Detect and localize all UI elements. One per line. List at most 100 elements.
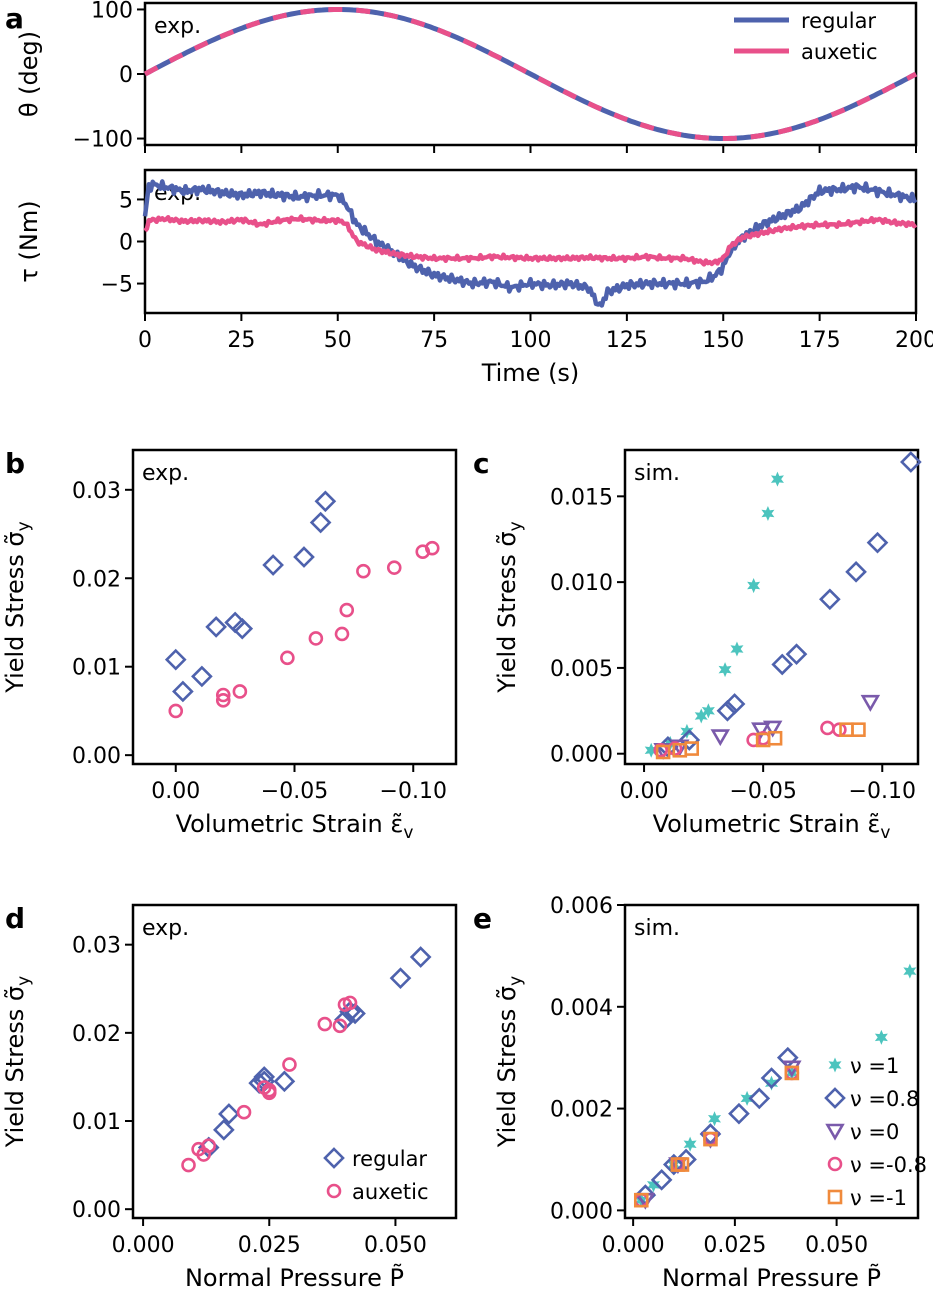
y-tick-label: 0.015 bbox=[550, 485, 613, 510]
y-tick-label: 0.00 bbox=[72, 744, 121, 769]
data-point bbox=[424, 540, 440, 556]
x-tick-label: 0.025 bbox=[238, 1233, 301, 1258]
legend-label: ν =0 bbox=[850, 1120, 899, 1144]
data-point bbox=[701, 703, 715, 719]
panel-tag: exp. bbox=[142, 916, 189, 941]
legend-label: auxetic bbox=[801, 40, 878, 64]
data-point bbox=[317, 1016, 333, 1032]
data-point bbox=[703, 1131, 718, 1147]
x-tick-label: −0.10 bbox=[380, 779, 447, 804]
data-point bbox=[762, 720, 783, 738]
x-tick-label: 75 bbox=[420, 328, 448, 353]
x-axis-label-main: Volumetric Strain ε̃ bbox=[653, 810, 881, 838]
x-axis-label: Volumetric Strain ε̃v bbox=[653, 810, 891, 843]
panel-tag: sim. bbox=[634, 461, 680, 486]
series-auxetic bbox=[181, 995, 358, 1173]
x-tick-label: 0.00 bbox=[151, 779, 200, 804]
y-axis-label-main: Yield Stress σ̃ bbox=[493, 531, 521, 693]
panel-b: 0.00 0.01 0.02 0.03 0.00 −0.05 −0.10 exp. Yield … bbox=[1, 448, 458, 843]
data-point bbox=[650, 1168, 673, 1191]
legend-marker bbox=[824, 1087, 846, 1109]
x-tick-label: 150 bbox=[702, 328, 744, 353]
legend-label: ν =-1 bbox=[850, 1186, 907, 1210]
x-tick-label: −0.10 bbox=[849, 779, 916, 804]
panel-letter-a: a bbox=[5, 2, 24, 35]
data-point bbox=[261, 1082, 277, 1098]
legend: ν =1 ν =0.8 ν =0 ν =-0.8 ν =-1 bbox=[824, 1054, 927, 1210]
data-point bbox=[730, 641, 744, 657]
data-point bbox=[655, 744, 671, 760]
x-tick-label: 0 bbox=[138, 328, 152, 353]
panel-letter-d: d bbox=[5, 902, 25, 935]
y-tick-label: 0.03 bbox=[72, 479, 121, 504]
y-tick-label: 0.004 bbox=[550, 996, 613, 1021]
data-point bbox=[409, 946, 432, 968]
legend: regular auxetic bbox=[323, 1147, 429, 1204]
data-point bbox=[339, 602, 355, 618]
panel-a-theta: 100 0 −100 exp. θ (deg) regular auxetic bbox=[15, 0, 918, 153]
y-tick-label: −5 bbox=[101, 273, 133, 298]
x-tick-label: 125 bbox=[606, 328, 648, 353]
x-axis-label-main: Normal Pressure P̃ bbox=[662, 1264, 881, 1289]
data-point bbox=[342, 995, 358, 1011]
y-axis-label: θ (deg) bbox=[15, 31, 43, 117]
y-axis-label: τ (Nm) bbox=[15, 200, 43, 282]
data-point bbox=[683, 1136, 697, 1152]
legend-marker bbox=[827, 1189, 843, 1205]
x-tick-label: 100 bbox=[510, 328, 552, 353]
legend-marker bbox=[825, 1123, 845, 1141]
data-point bbox=[282, 1057, 297, 1072]
y-axis-label: Yield Stress σ̃y bbox=[493, 976, 526, 1148]
x-tick-label: 0.000 bbox=[112, 1233, 175, 1258]
y-tick-label: −100 bbox=[73, 128, 133, 153]
axes-frame bbox=[623, 448, 920, 766]
y-tick-label: 0.000 bbox=[550, 743, 613, 768]
data-point bbox=[708, 1111, 722, 1127]
y-axis-label-main: Yield Stress σ̃ bbox=[493, 986, 521, 1148]
data-point bbox=[218, 1103, 240, 1125]
y-tick-label: 0.000 bbox=[550, 1199, 613, 1224]
data-point bbox=[181, 1157, 196, 1173]
data-point bbox=[767, 730, 783, 746]
data-point bbox=[334, 626, 350, 642]
x-axis-label-main: Normal Pressure P̃ bbox=[185, 1264, 404, 1289]
y-axis-label-sub: y bbox=[14, 521, 34, 531]
y-axis-label-main: Yield Stress σ̃ bbox=[1, 531, 29, 693]
data-point bbox=[332, 1018, 348, 1034]
data-point bbox=[215, 693, 231, 708]
data-point bbox=[874, 1029, 888, 1045]
y-tick-label: 0.01 bbox=[72, 656, 121, 681]
data-point bbox=[386, 560, 402, 575]
data-point bbox=[746, 732, 761, 748]
panel-tag: exp. bbox=[142, 461, 189, 486]
data-point bbox=[273, 1070, 296, 1093]
panel-letter-b: b bbox=[5, 447, 25, 480]
y-axis-label: Yield Stress σ̃y bbox=[1, 976, 34, 1148]
data-point bbox=[851, 722, 866, 737]
data-point bbox=[776, 1046, 799, 1069]
series-regular bbox=[197, 946, 432, 1159]
axes-frame bbox=[131, 448, 458, 766]
data-point bbox=[678, 729, 701, 751]
x-axis-label-main: Time (s) bbox=[481, 359, 580, 387]
x-axis-label-main: Volumetric Strain ε̃ bbox=[176, 810, 404, 838]
data-point bbox=[770, 471, 784, 487]
data-point bbox=[236, 1104, 252, 1120]
data-point bbox=[201, 1138, 217, 1154]
y-axis-label-sub: y bbox=[14, 976, 34, 986]
data-point bbox=[820, 720, 835, 736]
y-tick-label: 100 bbox=[91, 0, 133, 23]
series-regular bbox=[164, 490, 337, 703]
data-point bbox=[172, 680, 194, 703]
data-point bbox=[751, 722, 771, 740]
legend-label: regular bbox=[352, 1147, 427, 1171]
y-tick-label: 0.010 bbox=[550, 571, 613, 596]
panel-tag: sim. bbox=[634, 916, 680, 941]
data-point bbox=[900, 451, 922, 473]
legend: regular auxetic bbox=[734, 9, 878, 64]
data-point bbox=[164, 648, 187, 671]
legend-marker bbox=[828, 1057, 842, 1073]
y-tick-label: 0.006 bbox=[550, 894, 613, 919]
y-tick-label: 0.002 bbox=[550, 1098, 613, 1123]
x-axis-label-sub: v bbox=[880, 823, 890, 843]
